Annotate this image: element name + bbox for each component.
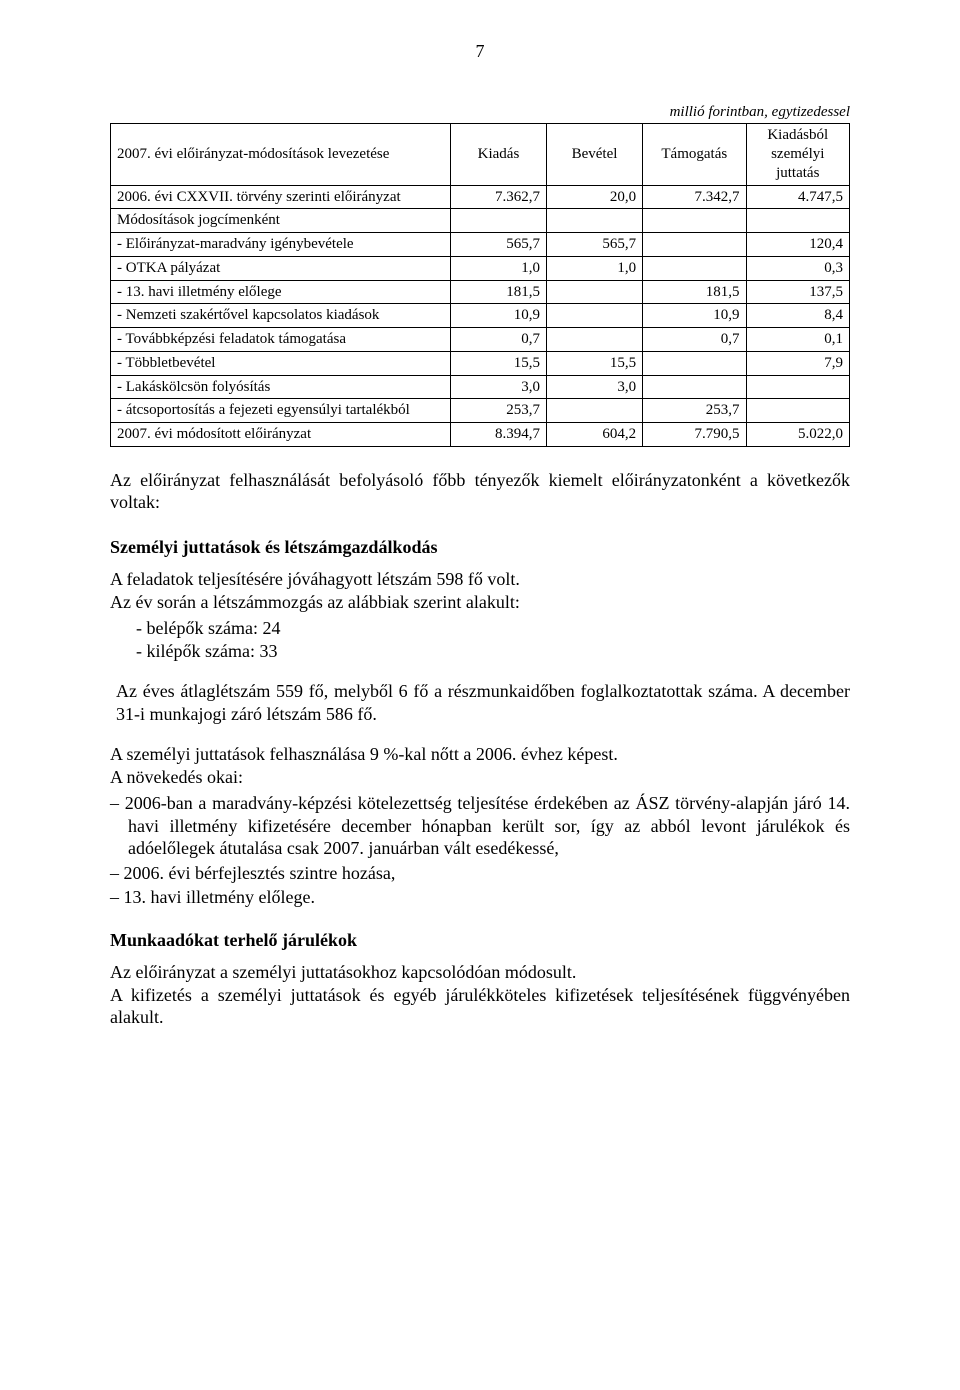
table-cell: 604,2 — [547, 423, 643, 447]
table-row-label: 2006. évi CXXVII. törvény szerinti előir… — [111, 185, 451, 209]
table-cell — [746, 399, 849, 423]
table-cell — [547, 328, 643, 352]
table-header-cell: Támogatás — [643, 124, 746, 185]
table-cell — [547, 209, 643, 233]
list-item: 13. havi illetmény előlege. — [128, 886, 850, 909]
table-cell: 7.342,7 — [643, 185, 746, 209]
table-cell: 0,7 — [643, 328, 746, 352]
table-cell: 10,9 — [643, 304, 746, 328]
table-row-label: Módosítások jogcímenként — [111, 209, 451, 233]
table-row: - OTKA pályázat1,01,00,3 — [111, 256, 850, 280]
table-cell: 15,5 — [450, 351, 546, 375]
table-row-label: - Előirányzat-maradvány igénybevétele — [111, 233, 451, 257]
table-row: Módosítások jogcímenként — [111, 209, 850, 233]
table-cell — [746, 375, 849, 399]
p-novekedes: A növekedés okai: — [110, 766, 850, 789]
table-cell: 7.790,5 — [643, 423, 746, 447]
table-cell: 181,5 — [643, 280, 746, 304]
table-cell — [547, 399, 643, 423]
table-unit-caption: millió forintban, egytizedessel — [110, 103, 850, 122]
table-cell: 253,7 — [643, 399, 746, 423]
table-cell: 8.394,7 — [450, 423, 546, 447]
table-cell: 120,4 — [746, 233, 849, 257]
table-cell: 137,5 — [746, 280, 849, 304]
table-cell: 3,0 — [547, 375, 643, 399]
table-cell: 7,9 — [746, 351, 849, 375]
table-row-label: 2007. évi módosított előirányzat — [111, 423, 451, 447]
table-row: - Többletbevétel15,515,57,9 — [111, 351, 850, 375]
table-cell — [450, 209, 546, 233]
list-letszammozgas: belépők száma: 24kilépők száma: 33 — [110, 617, 850, 662]
p-kifizetes: A kifizetés a személyi juttatások és egy… — [110, 984, 850, 1029]
table-header-cell: 2007. évi előirányzat-módosítások leveze… — [111, 124, 451, 185]
table-row-label: - Lakáskölcsön folyósítás — [111, 375, 451, 399]
table-cell: 1,0 — [547, 256, 643, 280]
table-cell: 1,0 — [450, 256, 546, 280]
table-body: 2006. évi CXXVII. törvény szerinti előir… — [111, 185, 850, 446]
table-cell — [643, 233, 746, 257]
page-number: 7 — [110, 40, 850, 63]
table-cell — [547, 280, 643, 304]
table-row-label: - OTKA pályázat — [111, 256, 451, 280]
table-cell — [643, 375, 746, 399]
p-szemelyi: A személyi juttatások felhasználása 9 %-… — [110, 743, 850, 766]
table-row: 2007. évi módosított előirányzat8.394,76… — [111, 423, 850, 447]
table-cell — [643, 256, 746, 280]
table-row-label: - 13. havi illetmény előlege — [111, 280, 451, 304]
table-row: - Nemzeti szakértővel kapcsolatos kiadás… — [111, 304, 850, 328]
table-cell: 7.362,7 — [450, 185, 546, 209]
table-cell: 15,5 — [547, 351, 643, 375]
table-row-label: - Nemzeti szakértővel kapcsolatos kiadás… — [111, 304, 451, 328]
table-cell: 10,9 — [450, 304, 546, 328]
list-item: kilépők száma: 33 — [154, 640, 850, 663]
table-row: - Lakáskölcsön folyósítás3,03,0 — [111, 375, 850, 399]
list-item: 2006. évi bérfejlesztés szintre hozása, — [128, 862, 850, 885]
p-evsoran: Az év során a létszámmozgás az alábbiak … — [110, 591, 850, 614]
list-novekedes-okai: 2006-ban a maradvány-képzési kötelezetts… — [110, 792, 850, 909]
table-cell — [746, 209, 849, 233]
p-eloiranyzat: Az előirányzat a személyi juttatásokhoz … — [110, 961, 850, 984]
table-cell — [547, 304, 643, 328]
table-cell — [643, 209, 746, 233]
table-cell: 5.022,0 — [746, 423, 849, 447]
table-row-label: - Többletbevétel — [111, 351, 451, 375]
list-item: 2006-ban a maradvány-képzési kötelezetts… — [128, 792, 850, 860]
table-cell: 253,7 — [450, 399, 546, 423]
intro-paragraph: Az előirányzat felhasználását befolyásol… — [110, 469, 850, 514]
budget-table: 2007. évi előirányzat-módosítások leveze… — [110, 123, 850, 447]
table-cell: 0,7 — [450, 328, 546, 352]
table-row: - 13. havi illetmény előlege181,5181,513… — [111, 280, 850, 304]
table-row: - Előirányzat-maradvány igénybevétele565… — [111, 233, 850, 257]
table-cell: 3,0 — [450, 375, 546, 399]
list-item: belépők száma: 24 — [154, 617, 850, 640]
table-row: - átcsoportosítás a fejezeti egyensúlyi … — [111, 399, 850, 423]
table-cell: 0,3 — [746, 256, 849, 280]
table-cell: 0,1 — [746, 328, 849, 352]
table-header-cell: Bevétel — [547, 124, 643, 185]
table-cell: 565,7 — [450, 233, 546, 257]
heading-munkaadok: Munkaadókat terhelő járulékok — [110, 929, 850, 952]
p-atlagletszam: Az éves átlaglétszám 559 fő, melyből 6 f… — [116, 680, 850, 725]
heading-szemelyi: Személyi juttatások és létszámgazdálkodá… — [110, 536, 850, 559]
page-container: 7 millió forintban, egytizedessel 2007. … — [0, 0, 960, 1089]
table-row: 2006. évi CXXVII. törvény szerinti előir… — [111, 185, 850, 209]
table-row-label: - átcsoportosítás a fejezeti egyensúlyi … — [111, 399, 451, 423]
table-row: - Továbbképzési feladatok támogatása0,70… — [111, 328, 850, 352]
table-cell: 4.747,5 — [746, 185, 849, 209]
table-cell: 8,4 — [746, 304, 849, 328]
table-header-cell: Kiadás — [450, 124, 546, 185]
table-header-row: 2007. évi előirányzat-módosítások leveze… — [111, 124, 850, 185]
table-header-cell: Kiadásból személyi juttatás — [746, 124, 849, 185]
p-feladatok: A feladatok teljesítésére jóváhagyott lé… — [110, 568, 850, 591]
table-cell: 20,0 — [547, 185, 643, 209]
table-cell: 565,7 — [547, 233, 643, 257]
table-row-label: - Továbbképzési feladatok támogatása — [111, 328, 451, 352]
table-cell — [643, 351, 746, 375]
table-cell: 181,5 — [450, 280, 546, 304]
